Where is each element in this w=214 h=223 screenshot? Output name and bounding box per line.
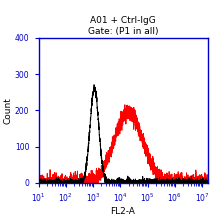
X-axis label: FL2-A: FL2-A	[111, 207, 135, 216]
Title: A01 + Ctrl-IgG
Gate: (P1 in all): A01 + Ctrl-IgG Gate: (P1 in all)	[88, 16, 158, 36]
Y-axis label: Count: Count	[3, 97, 12, 124]
